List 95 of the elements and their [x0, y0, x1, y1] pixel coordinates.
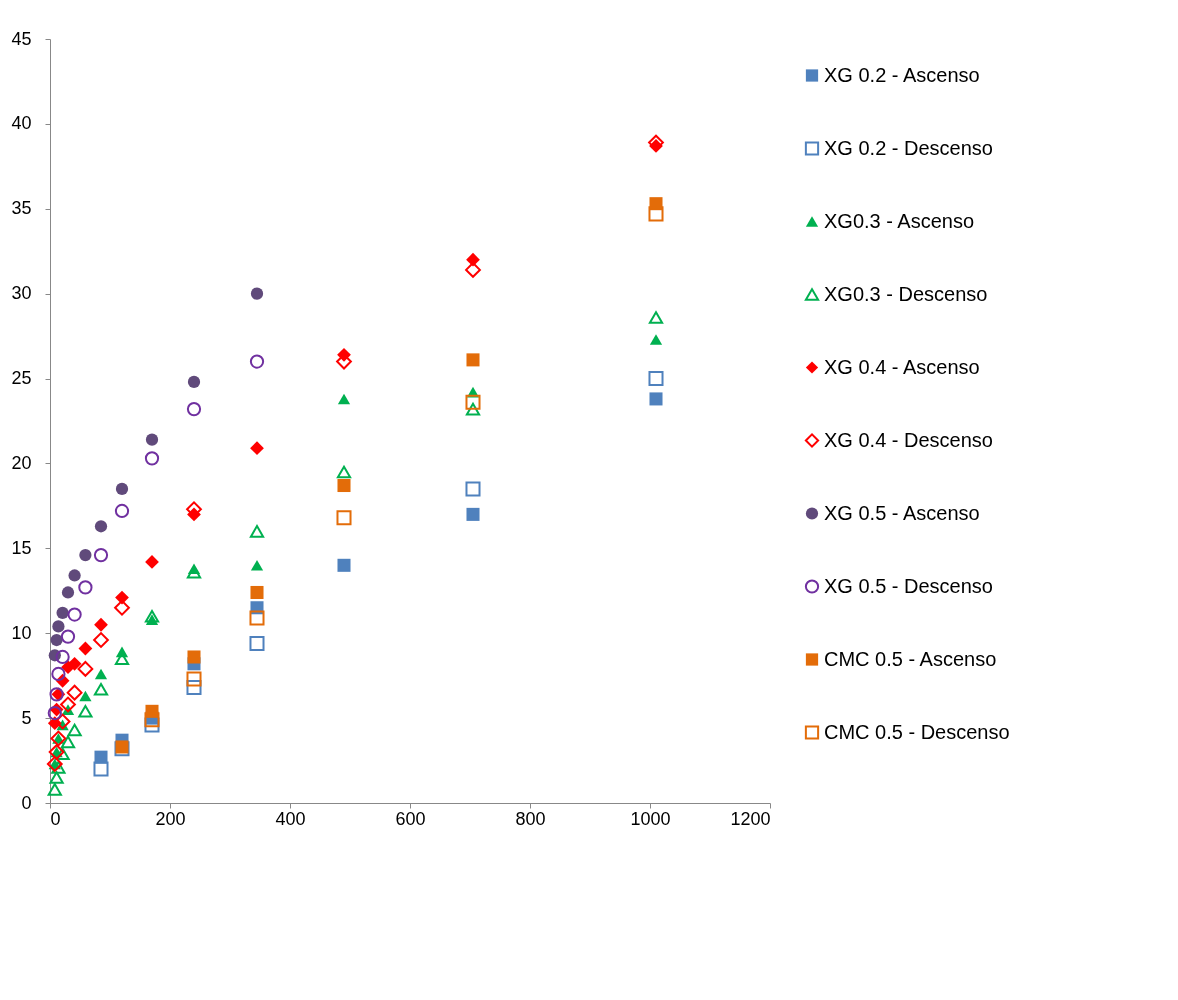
- y-tick-label: 15: [11, 537, 32, 558]
- point: [49, 771, 64, 784]
- x-tick-label: 800: [515, 808, 546, 829]
- point: [466, 353, 480, 367]
- point: [249, 610, 265, 626]
- point: [144, 717, 160, 733]
- y-tick-label: 40: [11, 113, 32, 134]
- point: [61, 586, 75, 599]
- point: [186, 680, 202, 696]
- point: [649, 392, 663, 406]
- point: [52, 620, 65, 633]
- point: [336, 510, 352, 526]
- point: [465, 394, 481, 410]
- point: [93, 632, 109, 648]
- x-tick-label: 400: [275, 808, 306, 829]
- point: [68, 569, 81, 582]
- legend-label: CMC 0.5 - Descenso: [824, 720, 1010, 743]
- legend-label: XG 0.4 - Descenso: [824, 428, 993, 451]
- point: [56, 606, 69, 619]
- point: [67, 656, 82, 671]
- point: [465, 402, 481, 416]
- point: [249, 525, 265, 538]
- point: [187, 375, 201, 389]
- point: [93, 682, 109, 696]
- point: [51, 666, 66, 682]
- point: [47, 783, 62, 796]
- point: [337, 393, 351, 405]
- point: [93, 548, 109, 563]
- point: [60, 629, 76, 644]
- point: [114, 599, 130, 616]
- y-tick-label: 0: [21, 792, 32, 813]
- point: [465, 481, 481, 497]
- legend-label: XG 0.2 - Ascenso: [824, 63, 980, 86]
- legend-label: XG 0.5 - Descenso: [824, 574, 993, 597]
- point: [250, 441, 264, 456]
- legend-label: XG 0.2 - Descenso: [824, 136, 993, 159]
- point: [186, 402, 202, 417]
- point: [186, 671, 202, 687]
- legend-label: CMC 0.5 - Ascenso: [824, 647, 997, 670]
- point: [78, 580, 93, 595]
- point: [336, 465, 352, 479]
- point: [250, 287, 264, 300]
- point: [79, 549, 92, 562]
- point: [60, 696, 76, 713]
- x-tick-label: 1000: [630, 808, 671, 829]
- point: [94, 617, 108, 632]
- point: [51, 761, 66, 774]
- point: [67, 607, 82, 622]
- point: [55, 747, 70, 761]
- y-tick-label: 30: [11, 283, 32, 304]
- point: [94, 668, 108, 680]
- point: [648, 371, 664, 387]
- point: [93, 761, 109, 777]
- y-tick-label: 35: [11, 198, 32, 219]
- point: [249, 354, 265, 369]
- point: [648, 206, 664, 222]
- point: [250, 585, 264, 599]
- point: [648, 311, 664, 324]
- x-tick-label: 1200: [730, 808, 771, 829]
- point: [78, 705, 93, 718]
- y-tick-label: 20: [11, 452, 32, 473]
- x-tick-label: 600: [395, 808, 426, 829]
- point: [77, 660, 94, 677]
- point: [55, 649, 70, 665]
- point: [187, 650, 201, 664]
- point: [114, 503, 130, 519]
- y-tick-label: 5: [21, 707, 32, 728]
- point: [337, 558, 351, 572]
- legend-label: XG 0.4 - Ascenso: [824, 355, 980, 378]
- point: [60, 735, 76, 749]
- point: [67, 723, 82, 737]
- point: [249, 635, 265, 651]
- point: [94, 520, 108, 533]
- point: [145, 555, 159, 569]
- point: [145, 433, 159, 446]
- y-tick-label: 45: [11, 28, 32, 49]
- x-tick-label: 0: [50, 808, 61, 829]
- x-tick-label: 200: [155, 808, 186, 829]
- point: [79, 690, 92, 702]
- point: [47, 705, 62, 721]
- point: [50, 633, 63, 647]
- point: [144, 451, 160, 466]
- legend-label: XG0.3 - Descenso: [824, 282, 988, 305]
- point: [466, 507, 480, 521]
- point: [144, 609, 160, 623]
- point: [66, 684, 83, 701]
- legend-label: XG 0.5 - Ascenso: [824, 501, 980, 524]
- point: [337, 479, 351, 493]
- point: [115, 482, 129, 496]
- y-tick-label: 25: [11, 368, 32, 389]
- point: [649, 334, 663, 345]
- point: [465, 262, 481, 278]
- legend-label: XG0.3 - Ascenso: [824, 209, 975, 232]
- point: [250, 560, 264, 571]
- y-tick-label: 10: [11, 622, 32, 643]
